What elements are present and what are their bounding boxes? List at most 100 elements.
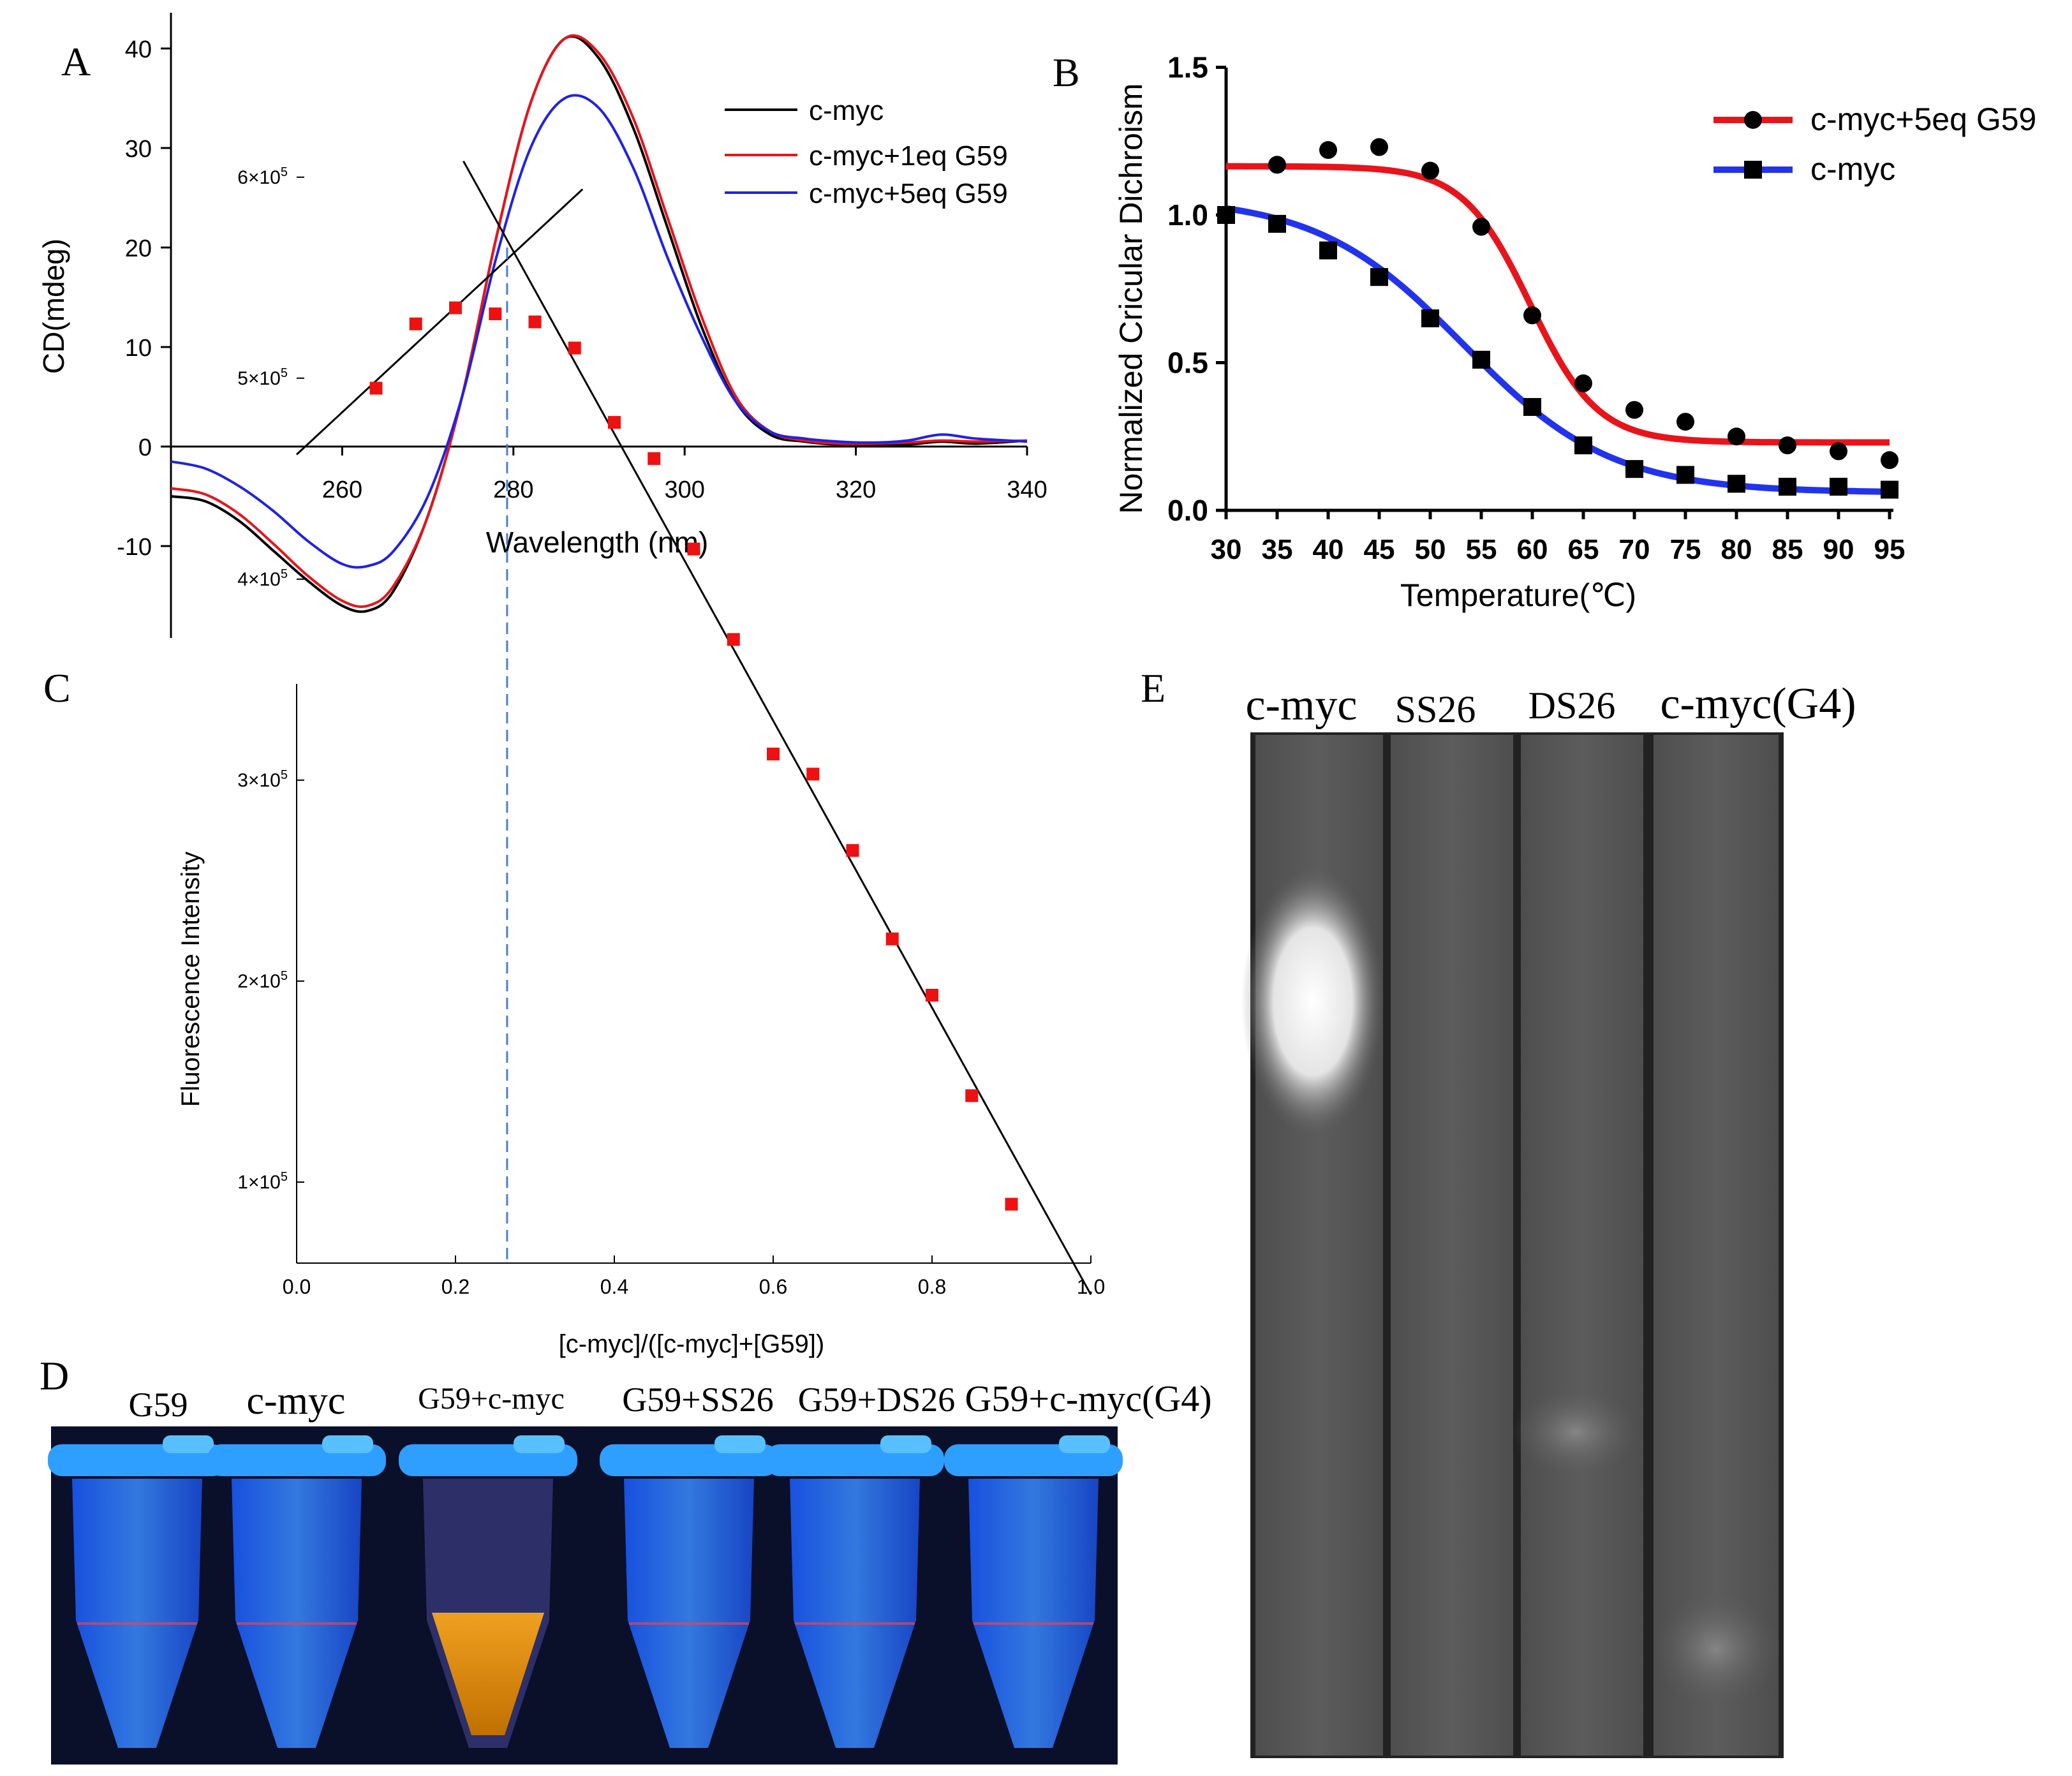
data-point-b-0-10	[1779, 436, 1796, 455]
panel-e: E c-myc SS26 DS26 c-myc(G4)	[1141, 665, 1856, 1758]
x-tick-label-a-2: 300	[664, 477, 704, 503]
tube-cap-tab-1	[163, 1435, 214, 1453]
tube-cap-tab-4	[714, 1435, 766, 1453]
data-point-c-7	[648, 452, 661, 465]
x-tick-label-a-1: 280	[493, 477, 533, 503]
panel-b: B 0.0 0.5 1.0 1.5 30 35 40 45 50 55 60 65 70 75 80 85 90…	[1053, 50, 2036, 613]
data-point-c-0	[369, 381, 383, 395]
data-point-b-0-6	[1574, 374, 1592, 392]
data-point-c-4	[528, 315, 542, 329]
tube-label-5: G59+DS26	[798, 1380, 955, 1419]
legend-b: c-myc+5eq G59 c-myc	[1713, 101, 2036, 187]
x-tick-label-a-3: 320	[836, 477, 876, 503]
legend-a-label-2: c-myc+1eq G59	[809, 140, 1008, 172]
tube-cap-tab-5	[880, 1435, 931, 1453]
tube-cap-tab-6	[1059, 1435, 1110, 1453]
data-point-b-0-11	[1830, 442, 1847, 461]
data-point-c-15	[965, 1089, 979, 1102]
tube-orange-liquid	[432, 1613, 544, 1735]
data-point-c-6	[608, 416, 621, 429]
legend-a-label-1: c-myc	[809, 95, 884, 126]
lane-label-2: SS26	[1395, 688, 1476, 730]
data-point-b-0-12	[1881, 451, 1898, 470]
data-point-b-0-1	[1319, 141, 1337, 159]
tube-body-6	[968, 1479, 1099, 1748]
panel-letter-a: A	[61, 39, 91, 84]
x-tick-label-b-4: 50	[1415, 534, 1446, 565]
axis-title-x-c: [c-myc]/([c-myc]+[G59])	[559, 1330, 825, 1358]
panel-letter-d: D	[40, 1353, 69, 1398]
y-tick-label-b-0: 0.0	[1167, 494, 1208, 527]
tube-body-4	[624, 1479, 754, 1748]
legend-b-label-2: c-myc	[1810, 151, 1895, 187]
gel-band-ds26	[1512, 1388, 1639, 1477]
job-plot: 1×105 2×105 3×105 4×105 5×105 6×105 0.0 0.2 0.4 0…	[237, 160, 1105, 1298]
fit-curve-b-0	[1225, 163, 1890, 446]
axis-title-y-b: Normalized Cricular Dichroism	[1113, 83, 1149, 514]
y-tick-label-c-5: 6×105	[237, 165, 288, 188]
data-point-b-1-0	[1217, 206, 1235, 224]
data-point-b-1-10	[1728, 475, 1745, 493]
data-point-c-1	[409, 317, 422, 330]
melting-curve-plot: 0.0 0.5 1.0 1.5 30 35 40 45 50 55 60 65 70 75 80 85 90 95	[1167, 51, 1905, 566]
data-point-b-0-4	[1472, 218, 1490, 236]
gel-band-c-myc-g4	[1652, 1592, 1780, 1706]
data-point-c-11	[806, 767, 820, 781]
panel-letter-b: B	[1053, 50, 1080, 95]
y-tick-label-c-2: 3×105	[237, 768, 288, 791]
data-point-b-1-13	[1881, 480, 1898, 499]
data-point-c-2	[449, 301, 462, 314]
lane-label-3: DS26	[1528, 685, 1616, 727]
fit-line-c-0	[295, 188, 584, 455]
x-tick-label-b-2: 40	[1313, 534, 1344, 565]
legend-b-label-1: c-myc+5eq G59	[1810, 101, 2036, 137]
x-tick-label-b-10: 80	[1721, 534, 1752, 565]
fit-line-c-1	[463, 160, 1092, 1296]
y-tick-label-c-1: 2×105	[237, 969, 288, 992]
data-point-c-10	[767, 747, 780, 760]
y-tick-label-b-3: 1.5	[1167, 51, 1208, 84]
data-point-b-1-4	[1421, 309, 1439, 328]
y-tick-label-a-3: 20	[125, 235, 152, 262]
data-point-b-0-3	[1421, 161, 1439, 180]
y-tick-label-a-1: 0	[138, 434, 152, 461]
data-point-b-1-7	[1574, 436, 1592, 455]
panel-letter-e: E	[1141, 665, 1166, 711]
photo-background	[51, 1426, 1118, 1765]
x-tick-label-c-4: 0.8	[918, 1275, 946, 1298]
tube-row	[48, 1435, 1123, 1748]
tube-label-6: G59+c-myc(G4)	[965, 1378, 1211, 1419]
panel-d: D G59 c-myc G59+c-myc G59+SS26 G59+DS26 …	[40, 1353, 1212, 1765]
x-tick-label-c-0: 0.0	[283, 1275, 311, 1298]
x-tick-label-c-3: 0.6	[759, 1275, 787, 1298]
tube-label-4: G59+SS26	[622, 1380, 774, 1419]
gel-band-c-myc	[1241, 868, 1384, 1136]
x-tick-label-b-13: 95	[1874, 534, 1906, 565]
x-tick-label-b-1: 35	[1262, 534, 1293, 565]
y-tick-label-c-3: 4×105	[237, 567, 288, 590]
lane-label-4: c-myc(G4)	[1660, 679, 1856, 729]
data-point-c-8	[687, 542, 700, 556]
gel-image	[1241, 732, 1784, 1758]
x-tick-label-b-9: 75	[1670, 534, 1701, 565]
y-tick-label-a-4: 30	[125, 136, 152, 163]
y-tick-label-a-2: 10	[125, 335, 152, 362]
y-tick-label-c-4: 5×105	[237, 366, 288, 389]
y-tick-label-a-5: 40	[125, 36, 152, 63]
data-point-b-1-11	[1779, 477, 1796, 496]
x-tick-label-b-0: 30	[1211, 534, 1242, 565]
data-point-b-1-12	[1830, 477, 1847, 496]
legend-a: c-myc c-myc+1eq G59 c-myc+5eq G59	[725, 95, 1008, 209]
gel-lane-2	[1391, 735, 1513, 1756]
x-tick-label-a-4: 340	[1007, 477, 1047, 503]
tube-body-5	[790, 1479, 920, 1748]
lane-label-1: c-myc	[1246, 681, 1358, 730]
data-point-b-1-8	[1625, 460, 1643, 478]
data-point-b-0-5	[1523, 306, 1541, 325]
series-line-a-1	[170, 34, 1028, 609]
data-point-b-1-3	[1370, 268, 1388, 286]
x-tick-label-b-8: 70	[1619, 534, 1650, 565]
data-point-c-16	[1005, 1197, 1018, 1211]
data-point-b-1-6	[1523, 397, 1541, 416]
data-point-b-0-9	[1728, 427, 1745, 446]
